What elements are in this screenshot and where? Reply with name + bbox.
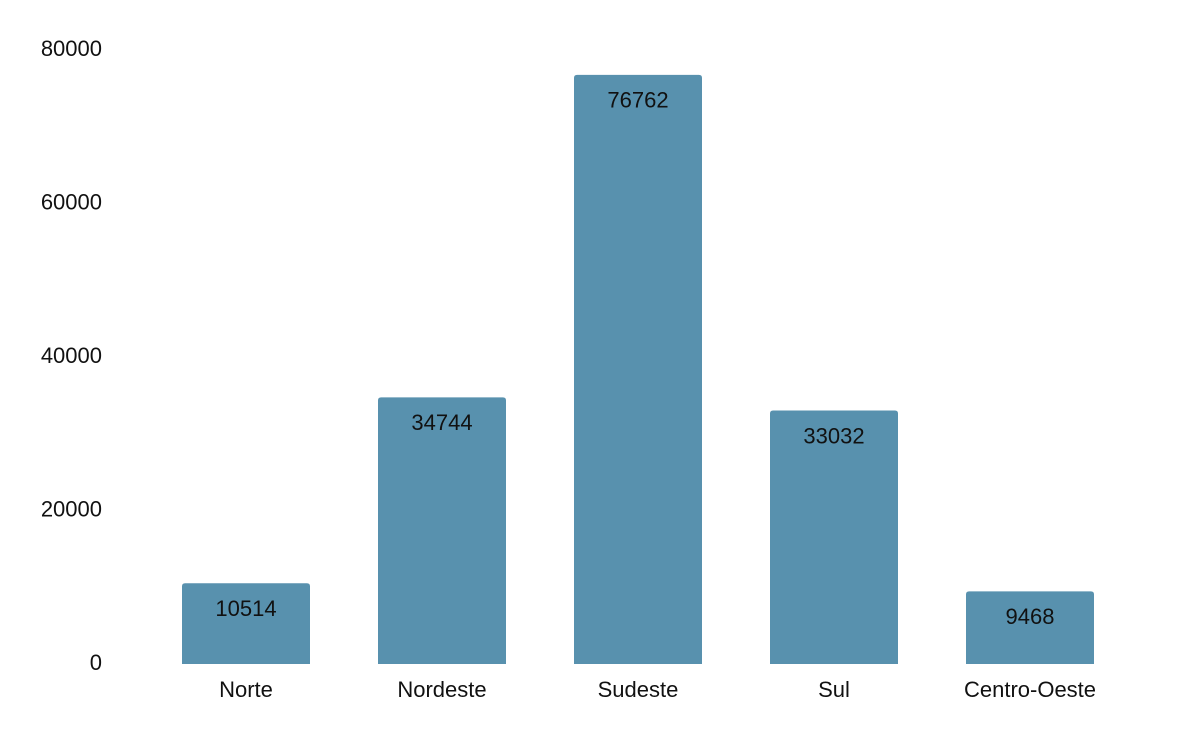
bar-value-label: 10514 xyxy=(215,596,276,621)
bar-value-label: 33032 xyxy=(803,423,864,448)
bar-norte xyxy=(182,583,310,664)
value-labels-group: 10514 34744 76762 33032 9468 xyxy=(215,88,1054,629)
bar-value-label: 9468 xyxy=(1006,604,1055,629)
bar-centro-oeste xyxy=(966,591,1094,664)
y-tick-label: 20000 xyxy=(41,496,102,521)
bar-nordeste xyxy=(378,397,506,664)
x-tick-label: Norte xyxy=(219,677,273,702)
bar-value-label: 34744 xyxy=(411,410,472,435)
y-axis: 0 20000 40000 60000 80000 xyxy=(41,36,102,675)
bars-group xyxy=(182,74,1094,665)
y-tick-label: 80000 xyxy=(41,36,102,61)
x-axis: Norte Nordeste Sudeste Sul Centro-Oeste xyxy=(219,677,1096,702)
y-tick-label: 60000 xyxy=(41,189,102,214)
x-tick-label: Sudeste xyxy=(598,677,679,702)
bar-sudeste xyxy=(574,74,702,665)
y-tick-label: 40000 xyxy=(41,343,102,368)
x-tick-label: Sul xyxy=(818,677,850,702)
bar-value-label: 76762 xyxy=(607,88,668,113)
x-tick-label: Nordeste xyxy=(397,677,486,702)
y-tick-label: 0 xyxy=(90,650,102,675)
x-tick-label: Centro-Oeste xyxy=(964,677,1096,702)
bar-sul xyxy=(770,410,898,664)
